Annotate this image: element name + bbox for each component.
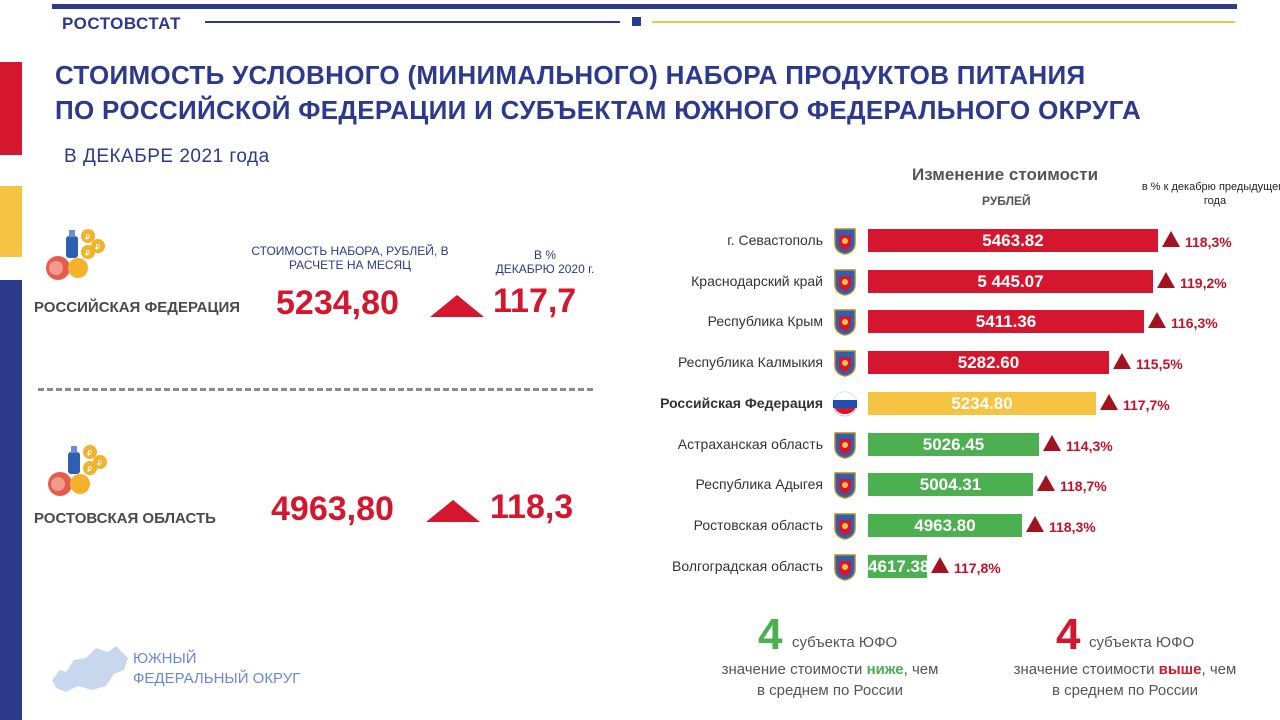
bar-pct-label: 118,3% <box>1049 518 1096 535</box>
bar: 5463.82 <box>868 229 1158 252</box>
bar-category-label: г. Севастополь <box>727 232 823 248</box>
triangle-up-icon <box>1043 434 1061 451</box>
footer-left-number: 4 <box>758 610 783 659</box>
food-basket-icon: ₽ ₽ ₽ <box>48 445 107 496</box>
triangle-up-icon <box>1113 353 1131 370</box>
bar: 5004.31 <box>868 473 1033 497</box>
triangle-up-icon <box>430 295 484 317</box>
footer-left-desc-em: ниже <box>866 661 904 678</box>
footer-left-unit: субъекта ЮФО <box>792 634 898 651</box>
sevastopol-coat-of-arms-icon <box>832 227 858 255</box>
bar-pct-label: 114,3% <box>1066 437 1113 454</box>
cost-value-rostov: 4963,80 <box>271 490 394 528</box>
svg-text:₽: ₽ <box>97 459 102 468</box>
map-label-line2: ФЕДЕРАЛЬНЫЙ ОКРУГ <box>133 670 301 687</box>
bar: 4617.38 <box>868 554 930 578</box>
bar-category-label: Российская Федерация <box>660 394 823 411</box>
col-cost-header: СТОИМОСТЬ НАБОРА, РУБЛЕЙ, В РАСЧЕТЕ НА М… <box>251 244 449 272</box>
footer-left-desc-line2: в среднем по России <box>757 682 903 699</box>
divider-dashed <box>38 388 593 391</box>
bar: 5026.45 <box>868 432 1039 456</box>
region-map-icon <box>52 646 128 692</box>
russia-flag-icon <box>832 390 858 418</box>
bar: 5282.60 <box>868 351 1109 375</box>
triangle-up-icon <box>1157 271 1175 288</box>
triangle-up-icon <box>931 556 949 573</box>
chart-unit: РУБЛЕЙ <box>982 194 1031 208</box>
triangle-up-icon <box>1148 312 1166 329</box>
page-title: СТОИМОСТЬ УСЛОВНОГО (МИНИМАЛЬНОГО) НАБОР… <box>55 58 1265 128</box>
col-pct-header: В % ДЕКАБРЮ 2020 г. <box>470 248 620 276</box>
footer-right-desc-pre: значение стоимости <box>1013 661 1159 678</box>
footer-left-desc-post: , чем <box>903 661 939 678</box>
brand-logo-text: РОСТОВСТАТ <box>62 14 181 33</box>
food-basket-icon: ₽ ₽ ₽ <box>46 229 105 280</box>
volgograd-coat-of-arms-icon <box>832 553 858 581</box>
bar-pct-label: 118,7% <box>1060 478 1107 495</box>
footer-right-desc: значение стоимости выше, чем в среднем п… <box>995 659 1255 701</box>
bar-pct-label: 117,8% <box>954 559 1001 576</box>
footer-left-desc-pre: значение стоимости <box>721 661 867 678</box>
side-accent-red <box>0 62 22 155</box>
region-name-rostov: РОСТОВСКАЯ ОБЛАСТЬ <box>34 510 216 527</box>
chart-pct-header: в % к декабрю предыдущего года <box>1141 181 1280 207</box>
bar-pct-label: 116,3% <box>1171 315 1218 332</box>
bar: 5411.36 <box>868 310 1144 334</box>
footer-right-unit: субъекта ЮФО <box>1089 634 1195 651</box>
col-pct-header-line1: В % <box>533 248 556 262</box>
bar-category-label: Астраханская область <box>677 435 823 452</box>
bar: 5234.80 <box>868 391 1096 415</box>
svg-text:₽: ₽ <box>85 233 90 242</box>
svg-text:₽: ₽ <box>95 243 100 252</box>
page-title-line1: СТОИМОСТЬ УСЛОВНОГО (МИНИМАЛЬНОГО) НАБОР… <box>55 60 1086 90</box>
svg-text:₽: ₽ <box>85 249 90 258</box>
region-name-rf: РОССИЙСКАЯ ФЕДЕРАЦИЯ <box>34 299 241 316</box>
header-rule-yellow <box>652 21 1235 23</box>
footer-right-desc-post: , чем <box>1201 661 1237 678</box>
kalmykia-coat-of-arms-icon <box>832 349 858 377</box>
triangle-up-icon <box>426 500 480 522</box>
krasnodar-coat-of-arms-icon <box>832 268 858 296</box>
triangle-up-icon <box>1037 475 1055 492</box>
footer-left-desc: значение стоимости ниже, чем в среднем п… <box>700 659 960 701</box>
footer-right-desc-em: выше <box>1158 661 1202 678</box>
top-rule <box>52 4 1237 9</box>
rostov-coat-of-arms-icon <box>832 512 858 540</box>
bar: 5 445.07 <box>868 269 1153 293</box>
bar-category-label: Республика Калмыкия <box>677 354 823 371</box>
bar-pct-label: 117,7% <box>1123 396 1170 413</box>
bar-pct-label: 118,3% <box>1185 234 1232 250</box>
triangle-up-icon <box>1026 515 1044 532</box>
side-accent-yellow <box>0 186 22 257</box>
triangle-up-icon <box>1100 393 1118 410</box>
map-label: ЮЖНЫЙ ФЕДЕРАЛЬНЫЙ ОКРУГ <box>133 649 300 689</box>
footer-right-number: 4 <box>1056 610 1081 659</box>
page-title-line2: ПО РОССИЙСКОЙ ФЕДЕРАЦИИ И СУБЪЕКТАМ ЮЖНО… <box>55 95 1142 125</box>
footer-right-desc-line2: в среднем по России <box>1052 682 1198 699</box>
bar-pct-label: 119,2% <box>1180 274 1227 291</box>
side-accent-blue <box>0 280 22 720</box>
col-pct-header-line2: ДЕКАБРЮ 2020 г. <box>495 262 595 276</box>
svg-text:₽: ₽ <box>87 465 92 474</box>
page-subtitle: В ДЕКАБРЕ 2021 года <box>64 146 270 167</box>
header-rule-blue <box>205 21 620 23</box>
bar: 4963.80 <box>868 513 1022 537</box>
bar-category-label: Волгоградская область <box>672 557 823 574</box>
bar-pct-label: 115,5% <box>1136 356 1183 373</box>
chart-title: Изменение стоимости <box>912 165 1099 184</box>
header-rule-square <box>632 17 641 26</box>
crimea-coat-of-arms-icon <box>832 308 858 337</box>
map-label-line1: ЮЖНЫЙ <box>133 650 197 667</box>
pct-value-rostov: 118,3 <box>490 488 574 526</box>
adygea-coat-of-arms-icon <box>832 471 858 499</box>
astrakhan-coat-of-arms-icon <box>832 431 858 459</box>
pct-value-rf: 117,7 <box>493 282 577 320</box>
cost-value-rf: 5234,80 <box>276 284 399 322</box>
triangle-up-icon <box>1162 231 1180 247</box>
svg-text:₽: ₽ <box>87 449 92 458</box>
